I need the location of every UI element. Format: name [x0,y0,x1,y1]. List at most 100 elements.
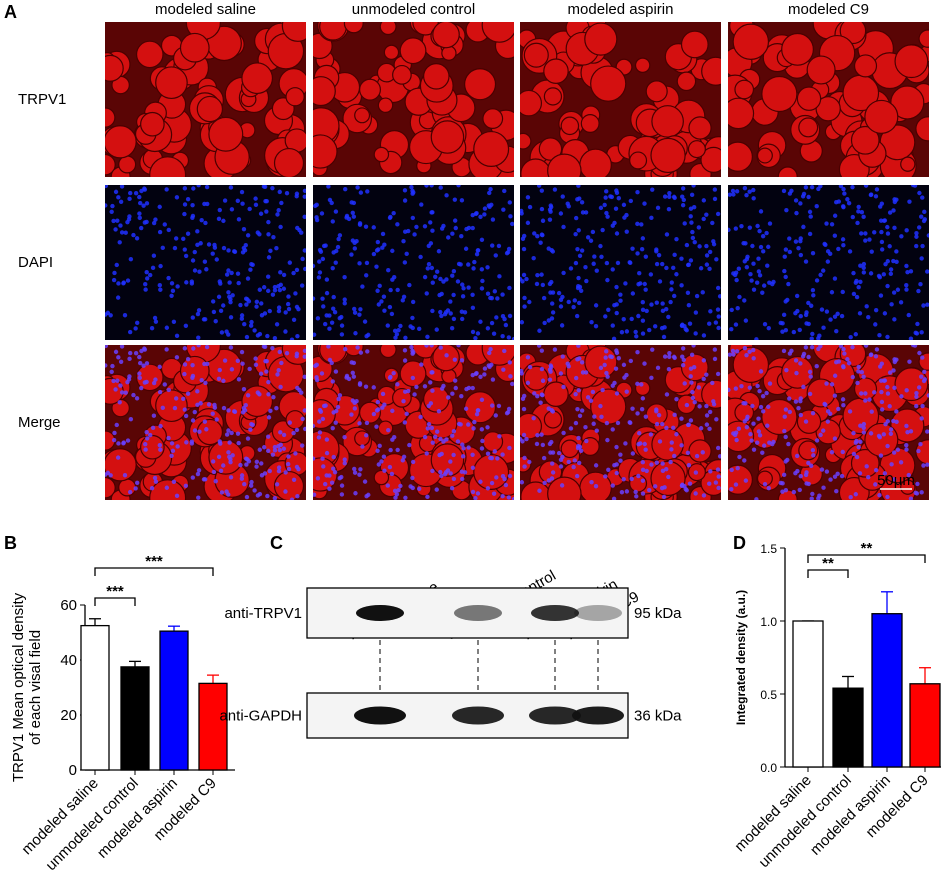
nucleus [618,292,623,297]
nucleus [821,485,826,490]
nucleus [267,468,272,474]
nucleus [798,238,803,244]
nucleus [885,231,891,236]
nucleus [669,440,674,445]
nucleus [885,334,890,340]
nucleus [448,471,453,476]
nucleus [639,407,645,412]
nucleus [402,348,408,353]
nucleus [684,402,690,408]
nucleus [463,246,469,251]
cell [313,76,336,107]
micrograph [728,22,929,177]
nucleus [643,447,648,452]
nucleus [113,387,118,392]
bar [120,666,150,771]
nucleus [613,366,619,371]
nucleus [203,220,208,226]
nucleus [226,248,231,253]
nucleus [235,358,241,364]
nucleus [660,261,665,267]
nucleus [624,229,629,234]
nucleus [834,200,839,205]
nucleus [410,459,416,465]
nucleus [336,396,341,402]
nucleus [887,370,893,375]
nucleus [507,473,513,479]
nucleus [692,400,697,405]
y-tick-label: 60 [60,597,77,614]
nucleus [879,399,885,405]
nucleus [872,390,877,395]
nucleus [873,307,879,313]
nucleus [426,421,432,427]
micrograph [728,345,929,500]
nucleus [642,441,647,447]
nucleus [669,280,674,285]
nucleus [685,422,691,428]
nucleus [350,398,356,403]
nucleus [506,246,512,252]
nucleus [583,425,588,430]
nucleus [472,419,477,425]
nucleus [640,491,646,496]
nucleus [650,187,655,192]
cell [135,363,164,392]
nucleus [254,304,259,309]
nucleus [715,285,721,291]
nucleus [259,301,264,306]
nucleus [217,279,222,284]
nucleus [392,328,398,334]
nucleus [115,378,120,383]
nucleus [270,452,276,457]
nucleus [182,362,188,367]
nucleus [272,284,278,290]
nucleus [534,281,540,287]
nucleus [272,335,278,340]
nucleus [455,439,461,444]
nucleus [542,320,547,326]
nucleus [920,243,925,249]
nucleus [538,400,543,405]
nucleus [793,358,799,363]
nucleus [302,266,306,272]
nucleus [439,313,444,319]
cell [118,478,137,497]
nucleus [339,314,344,320]
nucleus [287,420,293,425]
nucleus [166,435,171,441]
nucleus [639,247,645,252]
nucleus [666,314,671,320]
nucleus [850,345,855,350]
nucleus [118,383,123,388]
nucleus [380,405,385,410]
nucleus [680,362,686,368]
nucleus [261,285,267,290]
nucleus [478,319,483,324]
nucleus [614,444,619,450]
nucleus [123,230,128,235]
nucleus [446,395,451,400]
nucleus [300,256,305,262]
nucleus [850,214,855,220]
nucleus [482,212,487,217]
nucleus [660,421,665,427]
nucleus [227,280,232,285]
nucleus [832,373,838,378]
nucleus [482,366,488,371]
nucleus [111,218,116,224]
nucleus [131,392,136,398]
nucleus [342,301,347,306]
nucleus [785,457,790,463]
nucleus [814,438,820,443]
nucleus [734,437,739,443]
nucleus [479,237,485,242]
nucleus [315,476,321,481]
nucleus [490,403,495,408]
nucleus [579,360,585,365]
nucleus [716,474,721,479]
nucleus [892,385,897,391]
nucleus [784,367,789,373]
nucleus [387,304,393,310]
nucleus [612,220,617,226]
